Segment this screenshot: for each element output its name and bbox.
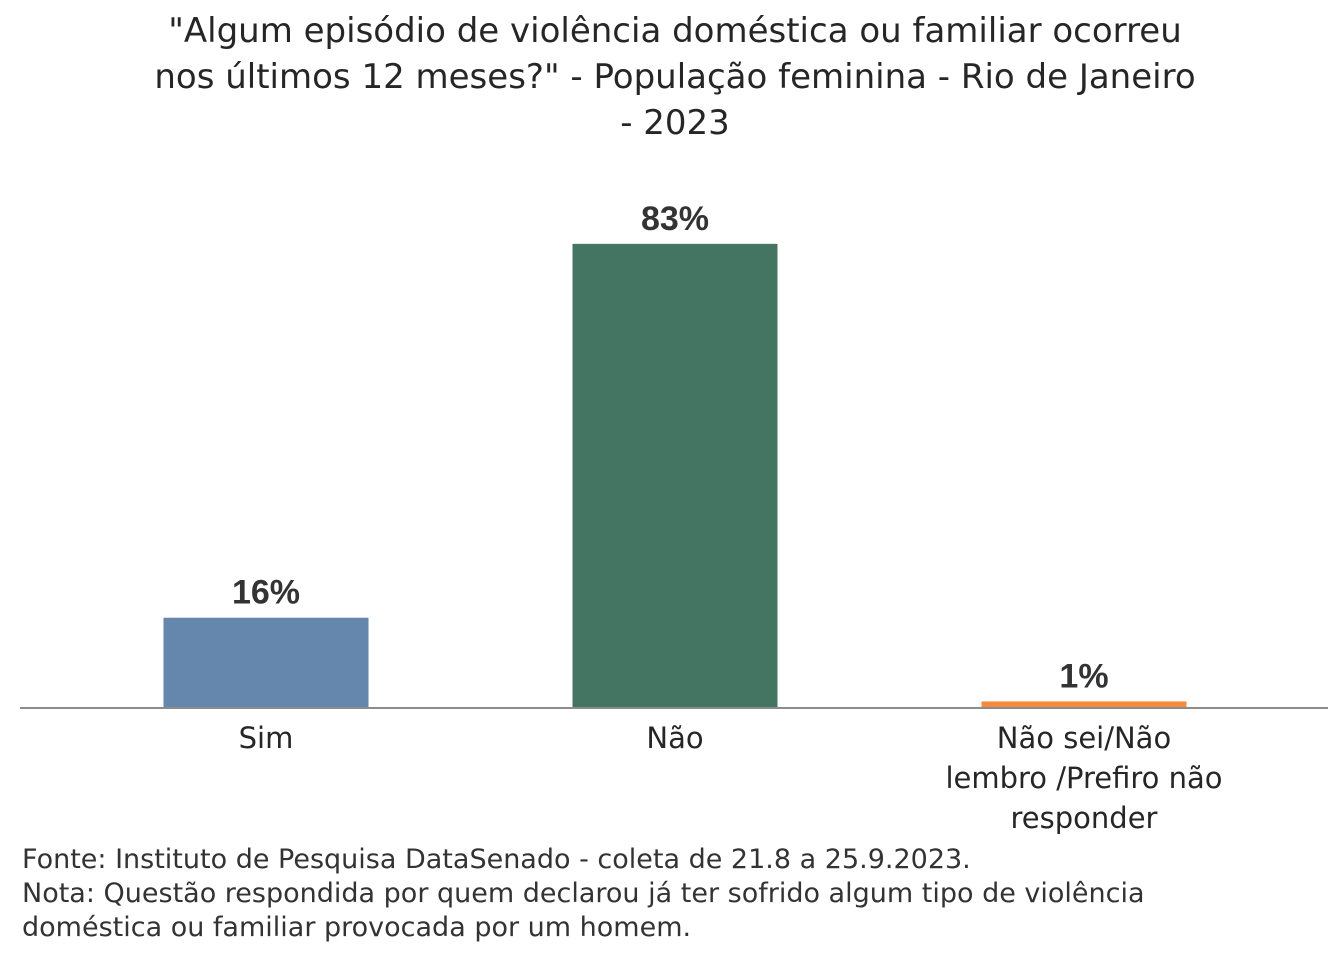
bar-2 <box>572 243 778 708</box>
category-label-3: lembro /Prefiro não <box>945 761 1222 795</box>
value-labels-group: 16% 83% 1% <box>232 200 1109 696</box>
data-label-1: 16% <box>232 574 300 612</box>
methodology-note: Nota: Questão respondida por quem declar… <box>22 878 1145 909</box>
chart-title: "Algum episódio de violência doméstica o… <box>120 8 1230 146</box>
data-label-2: 83% <box>641 200 709 238</box>
chart-title-line: "Algum episódio de violência doméstica o… <box>168 11 1182 51</box>
data-label-3: 1% <box>1059 657 1108 695</box>
category-label-3: responder <box>1011 801 1158 835</box>
category-label-3: Não sei/Não <box>997 721 1171 755</box>
chart-footer: Fonte: Instituto de Pesquisa DataSenado … <box>22 843 1322 945</box>
bar-chart: 16% 83% 1% Sim Não Não sei/Não lembro /Prefir… <box>20 200 1328 835</box>
source-note: Fonte: Instituto de Pesquisa DataSenado … <box>22 844 971 875</box>
bar-1 <box>163 617 369 707</box>
category-label-2: Não <box>646 721 703 755</box>
chart-title-line: - 2023 <box>620 103 730 143</box>
bars-group <box>163 243 1187 708</box>
category-label-1: Sim <box>239 721 294 755</box>
methodology-note-continued: doméstica ou familiar provocada por um h… <box>22 912 692 943</box>
bar-3 <box>981 701 1187 707</box>
chart-title-line: nos últimos 12 meses?" - População femin… <box>154 57 1196 97</box>
category-labels-group: Sim Não Não sei/Não lembro /Prefiro não resp… <box>239 721 1223 835</box>
